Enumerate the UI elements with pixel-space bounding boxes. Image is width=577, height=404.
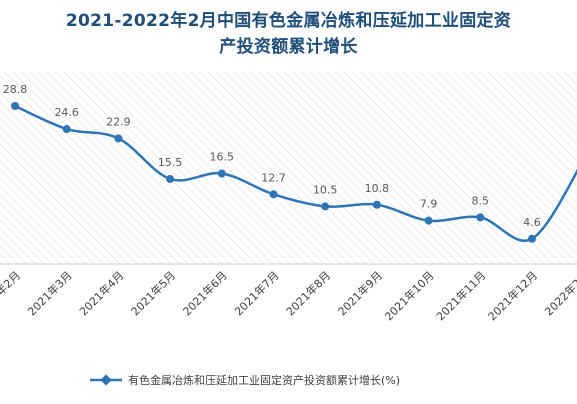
x-tick-label: 2021年9月 [335,268,385,318]
data-label: 15.5 [158,156,183,169]
data-point [424,216,433,225]
data-point [269,190,278,199]
x-tick-label: 2021年3月 [25,268,75,318]
data-point [217,169,226,178]
data-point [114,134,123,143]
data-point [528,234,536,243]
data-label: 10.8 [365,182,390,195]
data-point [166,174,175,183]
data-label: 16.5 [210,150,235,163]
data-point [11,102,19,111]
legend-marker-icon [100,374,112,386]
x-tick-label: 2021年2月 [0,268,23,318]
data-label: 28.8 [3,83,28,96]
chart-title-line2: 产投资额累计增长 [219,37,358,57]
data-label: 4.6 [523,216,541,229]
x-tick-label: 2021年11月 [433,268,488,323]
data-point [476,213,485,222]
x-tick-label: 2021年4月 [76,268,126,318]
data-label: 10.5 [313,183,338,196]
x-tick-label: 2021年7月 [231,268,281,318]
data-label: 12.7 [261,171,286,184]
x-tick-label: 2022年2月 [542,268,577,318]
data-point [62,125,71,134]
x-tick-label: 2021年10月 [382,268,437,323]
data-point [372,200,381,209]
legend: 有色金属冶炼和压延加工业固定资产投资额累计增长(%) [90,373,400,387]
x-tick-label: 2021年12月 [485,268,540,323]
legend-label: 有色金属冶炼和压延加工业固定资产投资额累计增长(%) [128,373,400,387]
x-tick-label: 2021年5月 [128,268,178,318]
data-point [321,202,330,211]
data-label: 22.9 [106,115,131,128]
data-label: 24.6 [54,106,79,119]
plot-area [0,72,577,264]
data-label: 7.9 [420,198,438,211]
x-tick-label: 2021年8月 [283,268,333,318]
data-label: 8.5 [472,194,490,207]
chart-title-line1: 2021-2022年2月中国有色金属冶炼和压延加工业固定资 [65,11,512,31]
x-tick-label: 2021年6月 [180,268,230,318]
